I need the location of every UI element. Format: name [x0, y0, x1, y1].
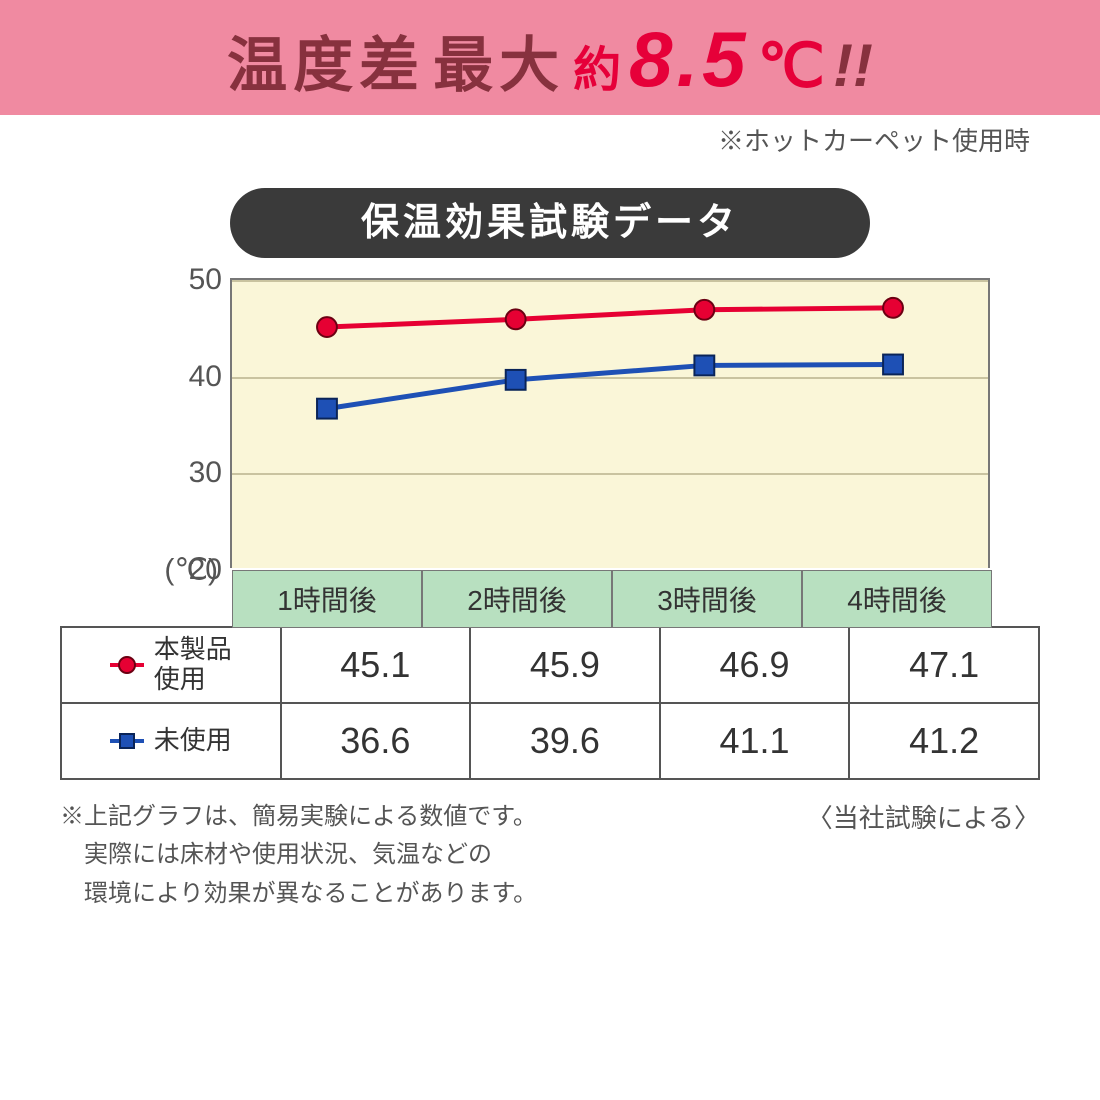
series-marker [694, 356, 714, 376]
table-row: 未使用 36.639.641.141.2 [61, 703, 1039, 779]
legend-line-icon [110, 663, 144, 667]
series-marker [317, 399, 337, 419]
table-row: 本製品 使用 45.145.946.947.1 [61, 627, 1039, 703]
table-cell: 36.6 [281, 703, 471, 779]
x-category-cell: 2時間後 [422, 570, 612, 628]
headline-unit: ℃ [758, 31, 825, 101]
legend-marker-icon [119, 733, 135, 749]
chart-title-pill: 保温効果試験データ [230, 188, 870, 258]
footnote-text: ※上記グラフは、簡易実験による数値です。 実際には床材や使用状況、気温などの 環… [60, 798, 537, 913]
series-marker [506, 370, 526, 390]
table-cell: 45.9 [470, 627, 660, 703]
series-marker [506, 309, 526, 329]
table-cell: 47.1 [849, 627, 1039, 703]
x-category-cell: 1時間後 [232, 570, 422, 628]
series-marker [317, 317, 337, 337]
table-cell: 46.9 [660, 627, 850, 703]
credit-text: 〈当社試験による〉 [807, 798, 1040, 835]
table-cell: 45.1 [281, 627, 471, 703]
headline-text-2: 最大 [433, 17, 565, 104]
x-category-cell: 3時間後 [612, 570, 802, 628]
legend-marker-icon [118, 656, 136, 674]
table-cell: 41.1 [660, 703, 850, 779]
x-category-cell: 4時間後 [802, 570, 992, 628]
legend-line-icon [110, 739, 144, 743]
data-table: 本製品 使用 45.145.946.947.1 未使用 36.639.641.141.… [60, 626, 1040, 780]
chart-container: 20304050(℃)1時間後2時間後3時間後4時間後 [110, 278, 990, 626]
headline-banner: 温度差 最大 約 8.5 ℃ !! [0, 0, 1100, 115]
footnote-row: ※上記グラフは、簡易実験による数値です。 実際には床材や使用状況、気温などの 環… [0, 780, 1100, 913]
series-line [327, 308, 893, 327]
chart-plot-area: 20304050(℃)1時間後2時間後3時間後4時間後 [230, 278, 990, 568]
table-cell: 39.6 [470, 703, 660, 779]
legend-label: 未使用 [154, 726, 232, 756]
y-tick-label: 50 [172, 263, 232, 297]
banner-subnote: ※ホットカーペット使用時 [0, 115, 1100, 158]
series-line [327, 364, 893, 408]
data-table-container: 本製品 使用 45.145.946.947.1 未使用 36.639.641.141.… [0, 626, 1100, 780]
table-cell: 41.2 [849, 703, 1039, 779]
series-marker [883, 298, 903, 318]
y-axis-unit: (℃) [112, 553, 232, 588]
headline-value: 8.5 [629, 14, 749, 105]
legend-cell: 本製品 使用 [61, 627, 281, 703]
series-marker [694, 300, 714, 320]
headline-text-1: 温度差 [227, 17, 425, 104]
y-tick-label: 30 [172, 456, 232, 490]
legend-cell: 未使用 [61, 703, 281, 779]
headline-text-3: 約 [573, 30, 621, 100]
headline-excl: !! [833, 31, 873, 100]
legend-label: 本製品 使用 [154, 635, 232, 695]
series-marker [883, 355, 903, 375]
y-tick-label: 40 [172, 360, 232, 394]
chart-lines [232, 280, 988, 568]
